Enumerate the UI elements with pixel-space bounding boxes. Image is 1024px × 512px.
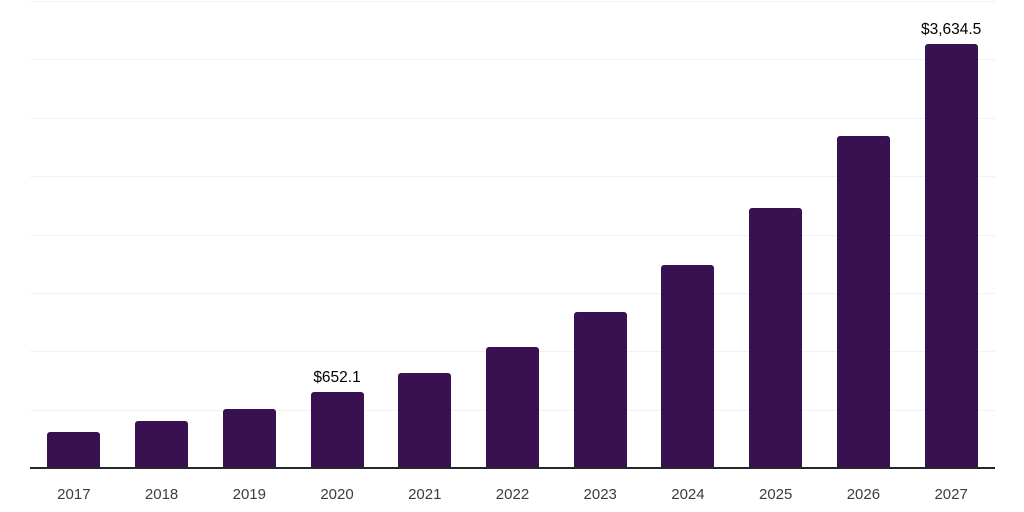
- bar-2017: [47, 431, 101, 468]
- bar-2025: [749, 208, 803, 468]
- gridline-1500: [30, 292, 995, 294]
- x-tick-label-2020: 2020: [320, 486, 354, 503]
- x-tick-label-2018: 2018: [144, 486, 179, 503]
- x-tick-label-2021: 2021: [408, 486, 442, 503]
- x-tick-label-2022: 2022: [495, 486, 530, 503]
- x-tick-label-2024: 2024: [671, 486, 705, 503]
- gridline-2500: [30, 176, 995, 178]
- x-tick-label-2023: 2023: [583, 486, 617, 503]
- bar-2022: [486, 347, 539, 468]
- bar-2027: [924, 43, 978, 468]
- bar-2024: [661, 264, 715, 468]
- x-tick-label-2026: 2026: [846, 486, 881, 503]
- gridline-2000: [30, 234, 995, 236]
- bar-2020: [310, 391, 364, 468]
- data-label-2020: $652.1: [313, 368, 361, 386]
- bar-2018: [135, 421, 189, 468]
- x-axis-line: [30, 466, 995, 469]
- bar-2023: [573, 312, 627, 468]
- bar-2021: [398, 372, 452, 468]
- gridline-3000: [30, 117, 995, 119]
- x-tick-label-2017: 2017: [57, 486, 91, 503]
- bar-2019: [222, 409, 276, 468]
- x-tick-label-2025: 2025: [758, 486, 793, 503]
- gridline-3500: [30, 59, 995, 61]
- gridline-4000: [30, 1, 995, 2]
- bar-2026: [836, 135, 890, 468]
- x-tick-label-2027: 2027: [934, 486, 968, 503]
- x-tick-label-2019: 2019: [232, 486, 266, 503]
- data-label-2027: $3,634.5: [920, 20, 982, 38]
